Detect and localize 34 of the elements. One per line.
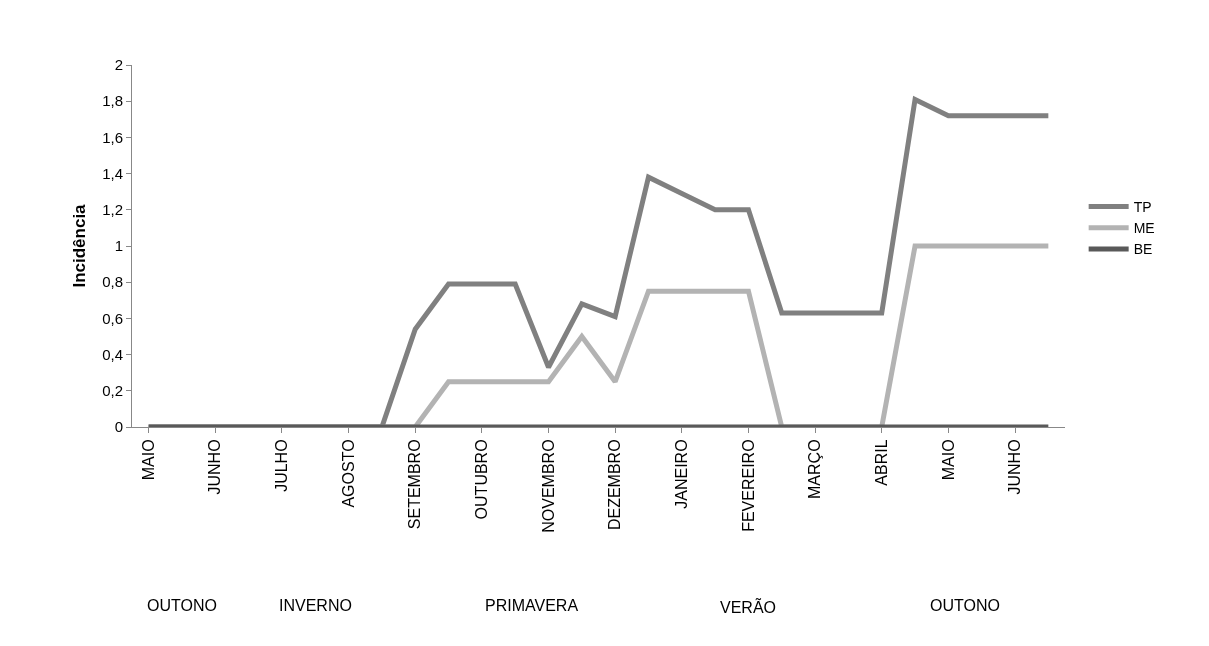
x-tick-label: MAIO [939, 439, 957, 481]
y-tick-label: 0,4 [102, 345, 123, 363]
text: OUTONO [147, 597, 217, 614]
y-tick-label: 1,2 [102, 201, 123, 219]
x-tick-label: SETEMBRO [406, 439, 424, 530]
y-tick-label: 1,6 [102, 128, 123, 146]
y-tick-label: 2 [114, 56, 123, 74]
text: INVERNO [279, 597, 352, 614]
y-tick-label: 0,8 [102, 273, 123, 291]
text: PRIMAVERA [485, 597, 579, 614]
x-tick-label: JULHO [273, 439, 291, 492]
legend-label: TP [1133, 198, 1152, 215]
x-tick-label: MAIO [139, 439, 157, 481]
x-tick-label: JUNHO [1006, 439, 1024, 495]
legend-label: BE [1133, 241, 1153, 258]
text: OUTONO [930, 597, 1000, 614]
y-tick-label: 0 [114, 418, 123, 436]
x-tick-label: DEZEMBRO [606, 439, 624, 531]
x-tick-label: ABRIL [872, 439, 890, 486]
text: VERÃO [720, 597, 777, 616]
y-tick-label: 0,2 [102, 382, 123, 400]
y-tick-label: 1 [114, 237, 123, 255]
legend-label: ME [1133, 220, 1155, 237]
x-tick-label: OUTUBRO [473, 439, 491, 520]
x-tick-label: JANEIRO [673, 439, 690, 509]
x-tick-label: JUNHO [206, 439, 224, 495]
y-tick-label: 1,4 [102, 164, 123, 182]
x-tick-label: NOVEMBRO [539, 439, 557, 533]
x-tick-label: AGOSTO [339, 439, 357, 508]
y-tick-label: 0,6 [102, 309, 123, 327]
x-tick-label: MARÇO [806, 439, 824, 499]
y-axis-title: Incidência [69, 203, 89, 288]
x-tick-label: FEVEREIRO [739, 439, 757, 532]
y-tick-label: 1,8 [102, 92, 123, 110]
